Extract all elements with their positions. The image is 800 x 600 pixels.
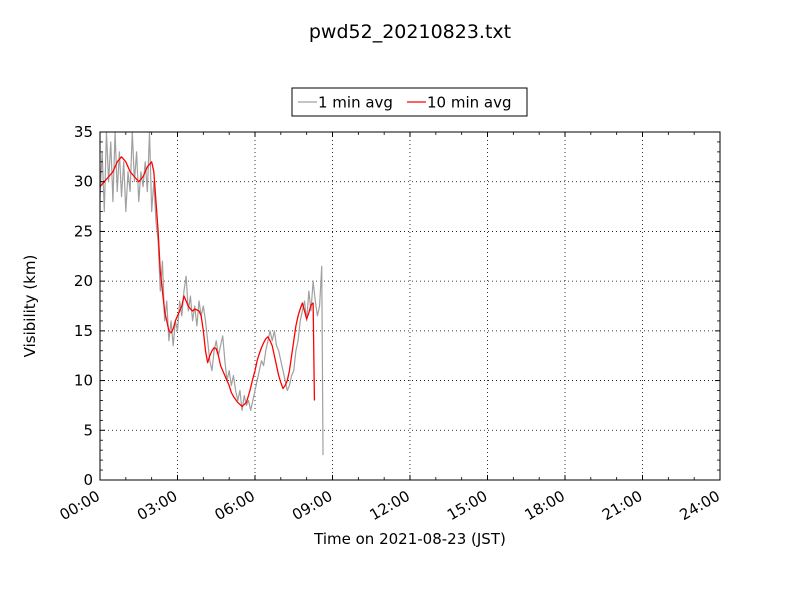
- y-tick-label: 25: [74, 222, 93, 240]
- y-tick-label: 0: [83, 471, 93, 489]
- y-tick-label: 30: [74, 173, 93, 191]
- x-tick-label: 12:00: [367, 487, 413, 524]
- y-axis-label: Visibility (km): [21, 255, 39, 358]
- x-tick-label: 21:00: [599, 487, 645, 524]
- grid-lines: [100, 132, 720, 480]
- y-tick-label: 20: [74, 272, 93, 290]
- x-tick-label: 00:00: [57, 487, 103, 524]
- series-1min-avg-line: [99, 131, 324, 456]
- legend-label-1min: 1 min avg: [318, 94, 393, 112]
- x-tick-label: 24:00: [677, 487, 723, 524]
- y-tick-label: 5: [83, 421, 93, 439]
- series-layer: [99, 131, 324, 456]
- x-axis-ticks: 00:00 03:00 06:00 09:00 12:00 15:00 18:00 21:00…: [57, 132, 723, 524]
- x-axis-label: Time on 2021-08-23 (JST): [313, 530, 506, 548]
- y-tick-label: 15: [74, 322, 93, 340]
- series-10min-avg-line: [99, 156, 316, 408]
- x-tick-label: 03:00: [134, 487, 180, 524]
- x-tick-label: 09:00: [289, 487, 335, 524]
- legend: 1 min avg 10 min avg: [291, 87, 528, 117]
- y-axis-ticks: 0 5 10 15 20 25 30 35: [74, 123, 720, 489]
- y-tick-label: 35: [74, 123, 93, 141]
- y-tick-label: 10: [74, 372, 93, 390]
- x-tick-label: 18:00: [522, 487, 568, 524]
- x-tick-label: 06:00: [212, 487, 258, 524]
- legend-label-10min: 10 min avg: [427, 94, 512, 112]
- chart-title: pwd52_20210823.txt: [309, 21, 511, 43]
- x-tick-label: 15:00: [444, 487, 490, 524]
